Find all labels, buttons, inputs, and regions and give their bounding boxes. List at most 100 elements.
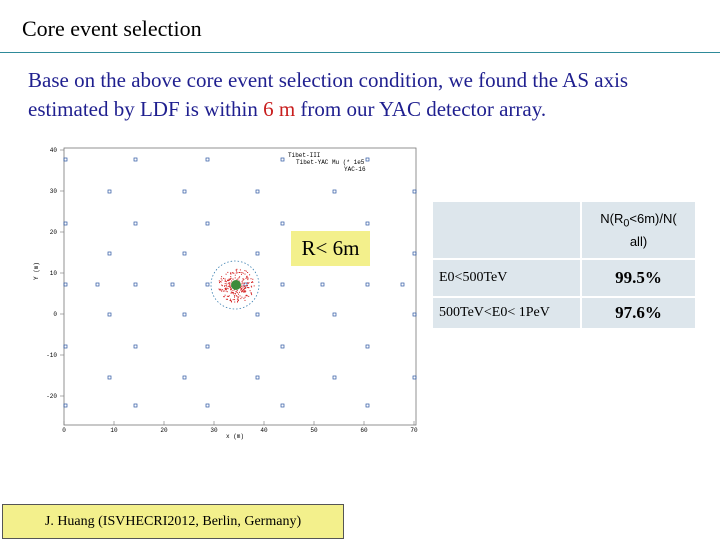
core-point <box>218 288 220 290</box>
core-point <box>224 285 225 287</box>
core-point <box>219 281 221 282</box>
core-point <box>240 285 242 287</box>
core-point <box>247 277 249 279</box>
core-point <box>240 289 242 291</box>
core-point <box>222 289 224 291</box>
y-tick-label: 0 <box>53 311 57 318</box>
detector-marker <box>205 157 210 162</box>
x-tick-label: 0 <box>62 427 66 434</box>
core-point <box>224 283 226 285</box>
energy-range-cell: 500TeV<E0< 1PeV <box>433 298 580 328</box>
core-point <box>246 276 247 278</box>
core-point <box>240 287 241 289</box>
detector-marker <box>133 403 138 408</box>
core-point <box>245 290 247 292</box>
core-point <box>250 278 252 280</box>
energy-range-cell: E0<500TeV <box>433 260 580 296</box>
core-point <box>238 280 240 282</box>
core-point <box>229 286 231 288</box>
core-point <box>223 290 225 292</box>
core-point <box>228 278 230 280</box>
core-point <box>250 292 252 294</box>
core-point <box>234 301 236 303</box>
core-point <box>232 278 234 280</box>
core-point <box>232 299 234 301</box>
column-header: N(R0<6m)/N( all) <box>582 202 695 258</box>
detector-marker <box>280 403 285 408</box>
core-point <box>235 269 237 271</box>
core-point <box>242 290 244 292</box>
core-point <box>219 289 220 291</box>
detector-marker <box>320 282 325 287</box>
core-point <box>242 278 244 280</box>
core-location-plot: 40 30 20 10 0 -10 -20 0 10 20 30 40 50 60 70 Y (m) x … <box>33 147 418 440</box>
core-point <box>252 281 254 283</box>
core-point <box>230 289 232 291</box>
core-point <box>225 287 226 289</box>
core-point <box>228 279 230 281</box>
core-point <box>231 280 233 282</box>
detector-marker <box>332 312 337 317</box>
core-point <box>243 289 245 291</box>
core-point <box>226 283 228 285</box>
detector-marker <box>280 282 285 287</box>
array-center-marker <box>231 280 241 290</box>
core-point <box>241 288 243 289</box>
core-point <box>234 296 235 298</box>
core-point <box>244 288 245 290</box>
core-point <box>245 294 247 296</box>
core-point <box>226 286 228 288</box>
x-tick-label: 20 <box>160 427 168 434</box>
detector-marker <box>107 312 112 317</box>
core-point <box>239 272 241 273</box>
core-point <box>230 287 232 289</box>
core-point <box>243 297 245 299</box>
core-point <box>252 278 254 280</box>
x-tick-label: 60 <box>360 427 368 434</box>
y-tick-label: 30 <box>50 188 58 195</box>
core-point <box>251 281 252 283</box>
detector-marker <box>63 221 68 226</box>
core-point <box>221 284 223 286</box>
core-point <box>238 293 239 295</box>
core-point <box>239 269 241 271</box>
core-point <box>247 287 249 289</box>
detector-marker <box>182 375 187 380</box>
core-point <box>225 290 227 292</box>
core-scatter <box>218 268 255 303</box>
x-tick-label: 40 <box>260 427 268 434</box>
y-axis-label: Y (m) <box>33 262 40 280</box>
core-point <box>242 279 244 281</box>
table-header-row: N(R0<6m)/N( all) <box>433 202 695 258</box>
core-point <box>233 293 235 295</box>
core-point <box>251 286 253 288</box>
detector-marker <box>182 312 187 317</box>
core-point <box>241 273 242 275</box>
detector-marker <box>332 189 337 194</box>
core-point <box>230 289 231 291</box>
core-point <box>228 295 230 297</box>
core-point <box>241 280 243 282</box>
core-point <box>230 277 232 279</box>
core-point <box>247 283 249 285</box>
core-point <box>233 289 235 291</box>
core-point <box>225 281 227 283</box>
core-point <box>245 287 247 289</box>
core-point <box>229 287 231 289</box>
core-point <box>238 277 240 279</box>
core-point <box>230 276 232 278</box>
core-point <box>230 292 232 294</box>
fraction-cell: 99.5% <box>582 260 695 296</box>
core-point <box>251 294 253 296</box>
core-point <box>225 289 227 290</box>
core-point <box>251 281 253 283</box>
core-point <box>237 301 238 303</box>
detector-marker <box>107 375 112 380</box>
core-point <box>246 295 248 297</box>
core-point <box>253 285 255 287</box>
core-point <box>236 295 238 297</box>
core-point <box>220 281 222 283</box>
detector-marker <box>400 282 405 287</box>
core-point <box>234 277 236 279</box>
core-point <box>230 273 232 275</box>
